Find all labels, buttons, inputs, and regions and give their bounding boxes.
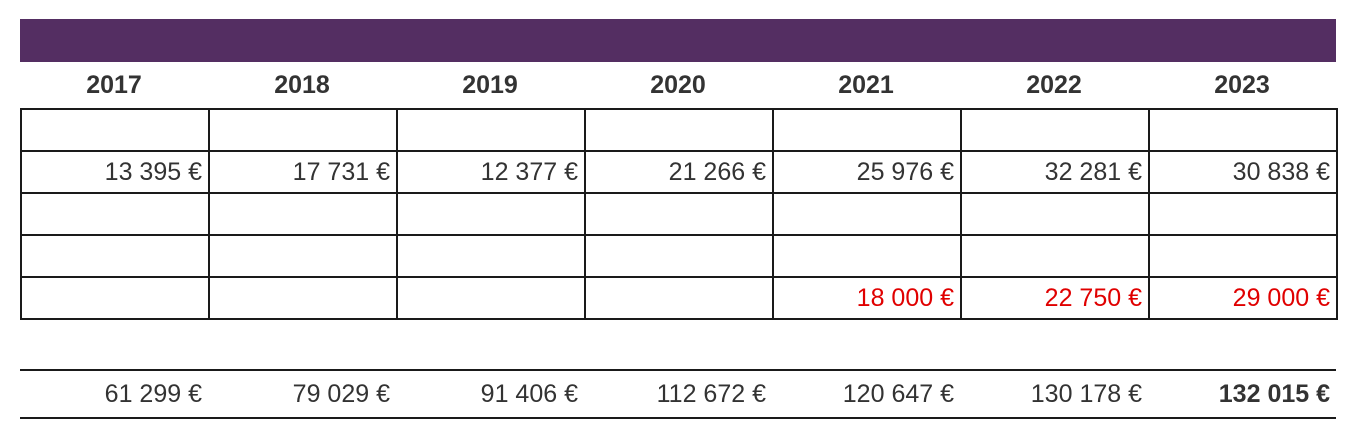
year-header: 2020 [650,71,706,99]
total-cell: 120 647 € [842,380,954,408]
table-cell-highlight: 18 000 € [772,276,962,320]
table-cell [20,276,210,320]
table-row [20,192,1338,236]
table-cell [960,108,1150,152]
table-cell: 25 976 € [772,150,962,194]
year-header: 2017 [86,71,142,99]
table-cell [20,192,210,236]
year-header: 2022 [1026,71,1082,99]
table-cell: 17 731 € [208,150,398,194]
table-cell [208,108,398,152]
table-cell [584,108,774,152]
table-cell [960,192,1150,236]
table-cell: 21 266 € [584,150,774,194]
header-bar [20,19,1336,62]
table-cell: 12 377 € [396,150,586,194]
table-cell [1148,192,1338,236]
table-cell [772,192,962,236]
table-row [20,234,1338,278]
table-cell: 13 395 € [20,150,210,194]
table-cell [584,192,774,236]
data-table: 13 395 € 17 731 € 12 377 € 21 266 € 25 9… [20,108,1338,320]
total-cell: 130 178 € [1030,380,1142,408]
total-cell: 112 672 € [656,380,766,408]
year-header: 2018 [274,71,330,99]
table-cell [772,234,962,278]
table-row: 18 000 € 22 750 € 29 000 € [20,276,1338,320]
table-cell: 30 838 € [1148,150,1338,194]
table-cell-highlight: 22 750 € [960,276,1150,320]
year-header: 2021 [838,71,894,99]
table-row [20,108,1338,152]
table-cell [584,276,774,320]
table-cell [1148,108,1338,152]
table-cell-highlight: 29 000 € [1148,276,1338,320]
table-cell [772,108,962,152]
year-header: 2019 [462,71,518,99]
table-cell [20,108,210,152]
total-cell: 61 299 € [104,380,202,408]
year-header-row: 2017 2018 2019 2020 2021 2022 2023 [20,62,1336,108]
total-cell: 91 406 € [480,380,578,408]
total-cell: 79 029 € [292,380,390,408]
table-cell [208,192,398,236]
table-cell [208,234,398,278]
year-header: 2023 [1214,71,1270,99]
totals-row: 61 299 € 79 029 € 91 406 € 112 672 € 120… [20,369,1336,419]
table-cell [208,276,398,320]
total-cell-final: 132 015 € [1218,380,1330,408]
table-cell [584,234,774,278]
table-cell [396,234,586,278]
table-cell [20,234,210,278]
table-cell [396,192,586,236]
table-cell [1148,234,1338,278]
table-cell [960,234,1150,278]
table-cell [396,276,586,320]
table-cell: 32 281 € [960,150,1150,194]
table-cell [396,108,586,152]
table-row: 13 395 € 17 731 € 12 377 € 21 266 € 25 9… [20,150,1338,194]
